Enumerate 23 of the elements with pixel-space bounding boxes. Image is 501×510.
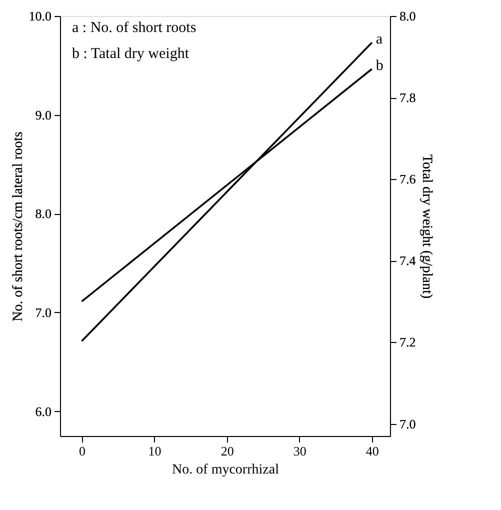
y2-tick-label: 7.6 (400, 172, 416, 187)
x-axis-title: No. of mycorrhizal (172, 462, 280, 478)
y-axis-title: No. of short roots/cm lateral roots (10, 132, 26, 322)
y2-axis-title: Total dry weight (g/plant) (418, 154, 434, 299)
y-tick-label: 7.0 (35, 304, 52, 320)
y2-tick-label: 7.0 (400, 416, 416, 432)
y2-tick-label: 7.8 (400, 90, 416, 106)
y-tick-label: 6.0 (35, 404, 52, 419)
x-tick-label: 20 (220, 444, 234, 458)
series-label: b (376, 58, 384, 74)
series-label: a (376, 32, 383, 48)
annotation: b : Tatal dry weight (72, 46, 190, 62)
y-tick-label: 8.0 (35, 206, 52, 222)
annotation: a : No. of short roots (72, 20, 196, 36)
y-tick-label: 9.0 (35, 107, 52, 122)
x-tick-label: 40 (366, 444, 379, 458)
x-tick-label: 30 (293, 444, 306, 458)
y-tick-label: 10.0 (28, 8, 52, 24)
y2-tick-label: 7.2 (400, 334, 416, 350)
x-tick-label: 0 (79, 444, 86, 458)
x-tick-label: 10 (148, 444, 162, 458)
y2-tick-label: 7.4 (400, 253, 416, 268)
y2-tick-label: 8.0 (400, 8, 416, 24)
